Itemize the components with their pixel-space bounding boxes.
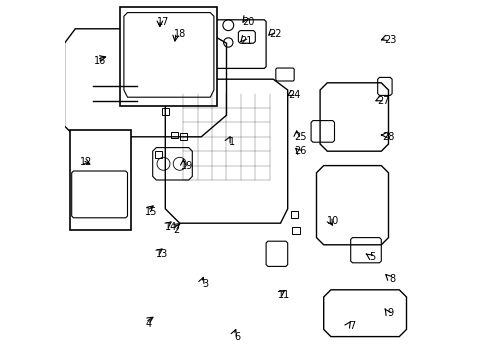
Bar [154,151,162,158]
Text: 12: 12 [80,157,92,167]
Bar [292,227,299,234]
Text: 21: 21 [240,36,252,46]
Text: 23: 23 [384,35,396,45]
Text: 13: 13 [155,249,167,259]
Text: 1: 1 [228,137,234,147]
Text: 28: 28 [382,132,394,142]
Text: 10: 10 [326,216,338,226]
Bar [162,108,168,115]
Text: 8: 8 [388,274,394,284]
Text: 25: 25 [293,132,306,142]
Bar [179,133,186,140]
Text: 14: 14 [164,222,177,232]
Text: 20: 20 [242,17,254,27]
Text: 18: 18 [173,29,185,39]
Text: 5: 5 [368,252,375,262]
Text: 3: 3 [202,279,207,289]
Bar [171,132,177,138]
Text: 22: 22 [268,29,281,39]
Text: 4: 4 [146,319,152,329]
Bar [70,130,131,230]
Text: 16: 16 [94,56,106,66]
Text: 26: 26 [293,146,306,156]
Text: 9: 9 [386,308,392,318]
Text: 15: 15 [144,207,157,217]
Text: 6: 6 [234,332,240,342]
Text: 24: 24 [288,90,301,100]
Text: 11: 11 [277,290,290,300]
Text: 19: 19 [181,161,193,171]
Text: 7: 7 [348,321,355,331]
Bar [201,80,208,86]
Text: 2: 2 [173,225,179,235]
Text: 27: 27 [376,96,388,106]
Bar [120,7,217,106]
Text: 17: 17 [157,17,169,27]
Bar [291,211,298,218]
